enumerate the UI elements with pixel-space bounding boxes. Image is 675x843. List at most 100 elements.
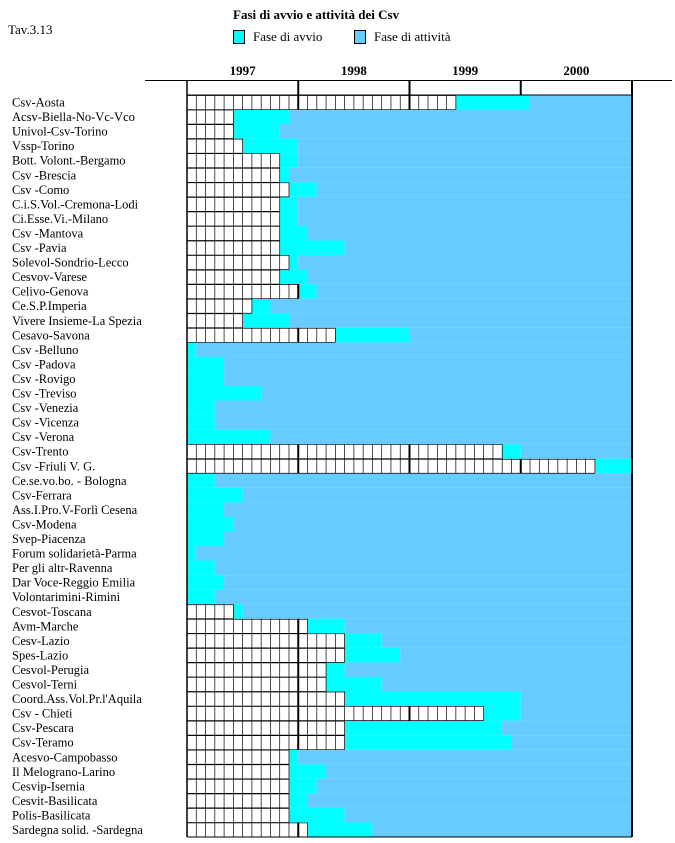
table-number: Tav.3.13 <box>8 22 53 37</box>
bar-attivita <box>298 153 632 168</box>
legend-swatch-attivita <box>354 30 366 44</box>
row-label: Csv-Pescara <box>12 721 74 735</box>
row-label: Bott. Volont.-Bergamo <box>12 154 126 168</box>
bar-attivita <box>372 822 632 837</box>
bar-avvio <box>335 327 410 343</box>
bar-attivita <box>270 298 632 314</box>
bar-avvio <box>187 560 215 576</box>
bar-attivita <box>307 225 632 241</box>
bar-avvio <box>344 691 521 707</box>
bar-attivita <box>224 502 633 517</box>
bar-avvio <box>187 487 243 503</box>
row-label: Csv -Friuli V. G. <box>12 459 95 473</box>
row-label: Cesvot-Toscana <box>12 605 92 619</box>
row-label: Ci.Esse.Vi.-Milano <box>12 212 108 226</box>
bar-avvio <box>279 240 345 256</box>
row-label: Ce.se.vo.bo. - Bologna <box>12 474 127 488</box>
row-label: Csv -Venezia <box>12 401 79 415</box>
bar-attivita <box>233 516 632 532</box>
bar-avvio <box>233 604 243 619</box>
bar-avvio <box>288 255 299 270</box>
bar-attivita <box>316 284 632 299</box>
row-label: Csv -Rovigo <box>12 372 76 386</box>
bar-attivita <box>502 720 632 736</box>
row-label: Acesvo-Campobasso <box>12 750 118 764</box>
row-label: Celivo-Genova <box>12 285 89 299</box>
legend-label-avvio: Fase di avvio <box>253 29 323 44</box>
row-label: Acsv-Biella-No-Vc-Vco <box>12 110 135 124</box>
bar-avvio <box>288 749 299 765</box>
bar-avvio <box>187 342 197 357</box>
row-label: Dar Voce-Reggio Emilia <box>12 576 136 590</box>
row-label: Csv-Teramo <box>12 736 74 750</box>
bar-avvio <box>344 647 401 663</box>
legend-item-avvio: Fase di avvio <box>233 29 322 45</box>
row-label: Polis-Basilicata <box>12 808 91 822</box>
row-label: Coord.Ass.Vol.Pr.l'Aquila <box>12 692 142 706</box>
bar-attivita <box>224 575 633 590</box>
bar-attivita <box>279 124 632 139</box>
row-label: Cesv-Lazio <box>12 634 70 648</box>
row-label: Csv -Vicenza <box>12 416 79 430</box>
row-label: Csv-Modena <box>12 517 77 531</box>
bar-attivita <box>288 109 632 125</box>
bar-attivita <box>224 356 633 372</box>
bar-avvio <box>187 429 271 445</box>
bar-attivita <box>400 647 632 663</box>
bar-avvio <box>483 706 521 721</box>
row-label: Vssp-Torino <box>12 139 74 153</box>
row-label: Cesvol-Terni <box>12 678 78 692</box>
bar-avvio <box>288 182 317 197</box>
bar-avvio <box>242 313 289 328</box>
bar-avvio <box>187 502 225 517</box>
row-label: Cesavo-Savona <box>12 328 90 342</box>
bar-avvio <box>298 284 317 299</box>
chart-title: Fasi di avvio e attività dei Csv <box>233 7 400 22</box>
bar-attivita <box>520 691 632 707</box>
bar-attivita <box>316 182 632 197</box>
bar-avvio <box>233 109 289 125</box>
bar-attivita <box>196 342 633 357</box>
bar-avvio <box>307 618 345 634</box>
bar-attivita <box>326 764 632 779</box>
row-label: Univol-Csv-Torino <box>12 125 108 139</box>
bar-avvio <box>187 516 234 532</box>
bar-attivita <box>261 385 632 401</box>
bar-attivita <box>530 95 632 110</box>
bar-avvio <box>502 444 521 459</box>
bar-attivita <box>224 371 633 386</box>
row-label: Csv -Padova <box>12 357 76 371</box>
legend-item-attivita: Fase di attività <box>354 29 451 45</box>
bar-attivita <box>298 211 632 226</box>
bar-avvio <box>187 385 262 401</box>
row-label: Vivere Insieme-La Spezia <box>12 314 142 328</box>
row-label: Avm-Marche <box>12 619 79 633</box>
bar-attivita <box>298 749 632 765</box>
bar-avvio <box>594 458 632 474</box>
bar-attivita <box>409 327 632 343</box>
row-label: Cesvov-Varese <box>12 270 87 284</box>
bar-avvio <box>242 138 299 154</box>
year-label: 1997 <box>230 63 257 78</box>
bar-avvio <box>307 822 373 837</box>
row-label: Ce.S.P.Imperia <box>12 299 87 313</box>
row-label: Cesvip-Isernia <box>12 779 85 793</box>
bar-avvio <box>288 793 308 808</box>
bar-avvio <box>187 575 225 590</box>
bar-attivita <box>214 400 632 416</box>
bar-avvio <box>344 720 503 736</box>
row-label: Csv-Trento <box>12 445 69 459</box>
bar-avvio <box>187 371 225 386</box>
bar-avvio <box>187 415 215 430</box>
row-label: Csv-Ferrara <box>12 488 72 502</box>
row-label: Per gli altr-Ravenna <box>12 561 113 575</box>
bar-attivita <box>298 196 632 212</box>
bar-attivita <box>344 807 632 823</box>
bar-avvio <box>233 124 280 139</box>
row-label: Csv -Belluno <box>12 343 78 357</box>
row-label: Csv -Treviso <box>12 387 76 401</box>
bar-attivita <box>270 429 632 445</box>
bar-attivita <box>520 444 632 459</box>
bar-avvio <box>187 531 225 547</box>
